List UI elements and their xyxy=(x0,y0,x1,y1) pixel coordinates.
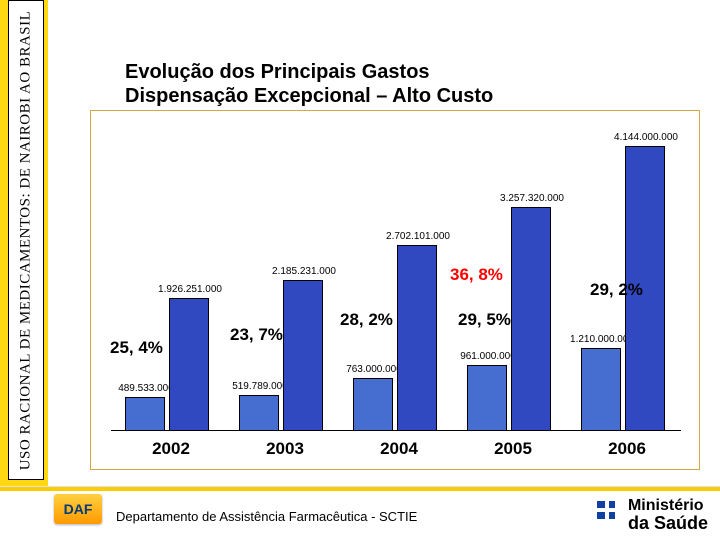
footer-dept-text: Departamento de Assistência Farmacêutica… xyxy=(116,509,417,524)
footer-accent xyxy=(0,487,720,491)
daf-logo: DAF xyxy=(54,494,102,524)
ministry-line-1: Ministério xyxy=(628,498,708,514)
year-label-2005: 2005 xyxy=(463,439,563,459)
title-line-2: Dispensação Excepcional – Alto Custo xyxy=(125,84,493,108)
year-label-2002: 2002 xyxy=(121,439,221,459)
pct-label: 23, 7% xyxy=(230,325,283,345)
chart-plot: 489.533.0001.926.251.0002002519.789.0002… xyxy=(111,121,681,431)
bar-b-2005: 3.257.320.000 xyxy=(511,207,551,431)
vertical-title-text: USO RACIONAL DE MEDICAMENTOS: DE NAIROBI… xyxy=(18,10,35,470)
pct-label: 36, 8% xyxy=(450,265,503,285)
year-label-2003: 2003 xyxy=(235,439,335,459)
pct-label: 25, 4% xyxy=(110,338,163,358)
bar-a-2005: 961.000.000 xyxy=(467,365,507,431)
pct-label: 29, 2% xyxy=(590,280,643,300)
year-label-2006: 2006 xyxy=(577,439,677,459)
bar-b-label-2003: 2.185.231.000 xyxy=(244,266,364,277)
year-label-2004: 2004 xyxy=(349,439,449,459)
title-line-1: Evolução dos Principais Gastos xyxy=(125,60,493,84)
ministry-icon xyxy=(594,498,620,528)
ministry-line-2: da Saúde xyxy=(628,514,708,532)
bar-b-label-2005: 3.257.320.000 xyxy=(472,193,592,204)
daf-logo-text: DAF xyxy=(64,501,93,517)
bar-a-2003: 519.789.000 xyxy=(239,395,279,431)
pct-label: 28, 2% xyxy=(340,310,393,330)
pct-label: 29, 5% xyxy=(458,310,511,330)
bar-a-2004: 763.000.000 xyxy=(353,378,393,431)
bar-b-2002: 1.926.251.000 xyxy=(169,298,209,431)
bar-b-label-2002: 1.926.251.000 xyxy=(130,284,250,295)
bar-b-2003: 2.185.231.000 xyxy=(283,280,323,431)
bar-a-2006: 1.210.000.000 xyxy=(581,348,621,431)
page-title: Evolução dos Principais Gastos Dispensaç… xyxy=(125,60,493,108)
ministry-label: Ministério da Saúde xyxy=(628,498,708,532)
bar-a-2002: 489.533.000 xyxy=(125,397,165,431)
bar-b-label-2004: 2.702.101.000 xyxy=(358,231,478,242)
bar-b-label-2006: 4.144.000.000 xyxy=(586,132,706,143)
bar-b-2004: 2.702.101.000 xyxy=(397,245,437,431)
vertical-title-box: USO RACIONAL DE MEDICAMENTOS: DE NAIROBI… xyxy=(8,0,44,480)
